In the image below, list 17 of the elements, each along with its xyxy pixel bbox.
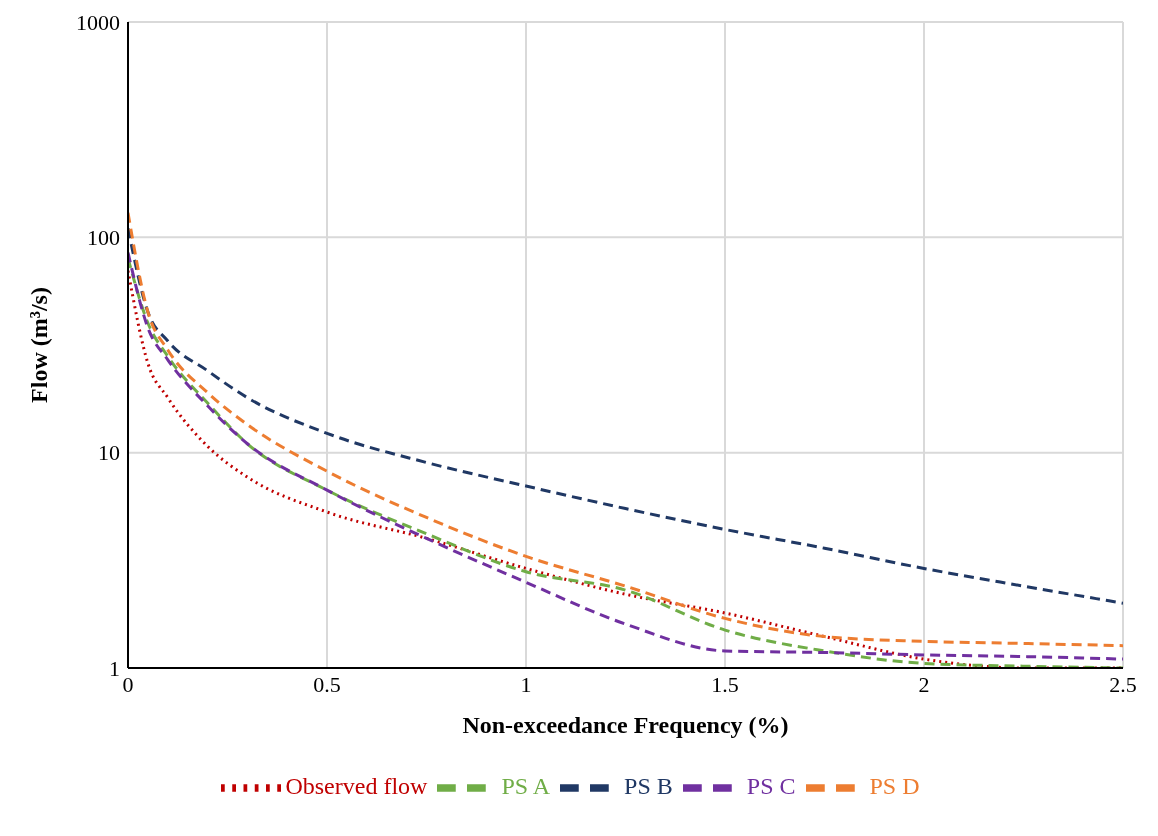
legend-label: PS B (624, 772, 673, 799)
legend-label: PS C (746, 772, 796, 799)
x-tick-label: 1 (520, 671, 532, 697)
x-tick-label: 0.5 (313, 671, 341, 697)
legend-label: PS A (501, 772, 551, 799)
y-axis-title: Flow (m³/s) (25, 287, 52, 403)
legend-label: Observed flow (285, 772, 428, 799)
x-tick-label: 2 (918, 671, 930, 697)
x-tick-label: 0 (122, 671, 134, 697)
legend-label: PS D (869, 772, 920, 799)
y-tick-label: 100 (87, 225, 120, 251)
x-axis-title: Non-exceedance Frequency (%) (462, 712, 789, 738)
x-tick-label: 2.5 (1109, 671, 1137, 697)
x-tick-label: 1.5 (711, 671, 739, 697)
y-tick-label: 1 (109, 655, 120, 681)
y-tick-label: 10 (98, 440, 120, 466)
y-tick-label: 1000 (76, 9, 120, 35)
